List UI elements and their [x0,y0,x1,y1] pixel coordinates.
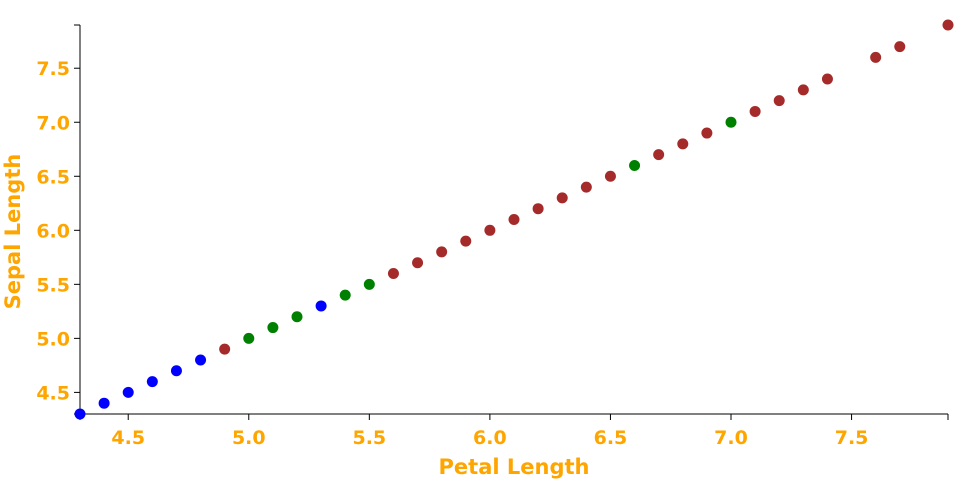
scatter-point [725,116,737,128]
scatter-point [556,192,568,204]
scatter-point [508,214,520,225]
scatter-point [291,311,303,323]
scatter-point [195,354,207,366]
x-axis-ticks: 4.5 5.0 5.5 6.0 6.5 7.0 7.5 [111,414,868,449]
scatter-point [122,386,134,398]
scatter-point [363,278,375,290]
scatter-point [701,127,713,139]
x-tick-label: 6.0 [473,427,507,449]
y-tick-label: 5.5 [36,274,70,296]
scatter-point [894,41,906,53]
scatter-point [629,159,641,171]
scatter-point [98,397,110,409]
x-axis-title: Petal Length [439,455,590,479]
scatter-point [942,19,954,31]
scatter-point [677,138,689,150]
scatter-point [653,149,665,161]
scatter-point [74,408,86,420]
scatter-point [267,322,279,334]
y-tick-label: 7.0 [36,112,70,134]
scatter-point [170,365,182,377]
scatter-point [387,268,399,280]
scatter-point [315,300,327,312]
scatter-point [773,95,785,107]
scatter-point [749,105,761,117]
x-tick-label: 7.5 [835,427,869,449]
y-axis-ticks: 4.5 5.0 5.5 6.0 6.5 7.0 7.5 [36,58,80,404]
scatter-point [484,224,496,236]
scatter-point [870,51,882,63]
x-tick-label: 4.5 [111,427,145,449]
y-tick-label: 5.0 [36,328,70,350]
x-tick-label: 6.5 [594,427,628,449]
x-tick-label: 5.5 [352,427,386,449]
x-tick-label: 7.0 [714,427,748,449]
scatter-point [460,235,472,247]
y-axis-title: Sepal Length [1,154,25,310]
y-tick-label: 7.5 [36,58,70,80]
scatter-point [532,203,544,215]
scatter-point [412,257,424,269]
data-points [74,19,954,420]
x-tick-label: 5.0 [232,427,266,449]
y-tick-label: 6.5 [36,166,70,188]
scatter-point [146,376,158,388]
y-tick-label: 4.5 [36,382,70,404]
scatter-point [243,332,255,344]
scatter-point [436,246,448,258]
scatter-point [219,343,231,355]
scatter-point [604,170,616,182]
scatter-point [339,289,351,301]
scatter-point [797,84,809,96]
y-tick-label: 6.0 [36,220,70,242]
scatter-point [580,181,592,193]
scatter-point [821,73,833,85]
